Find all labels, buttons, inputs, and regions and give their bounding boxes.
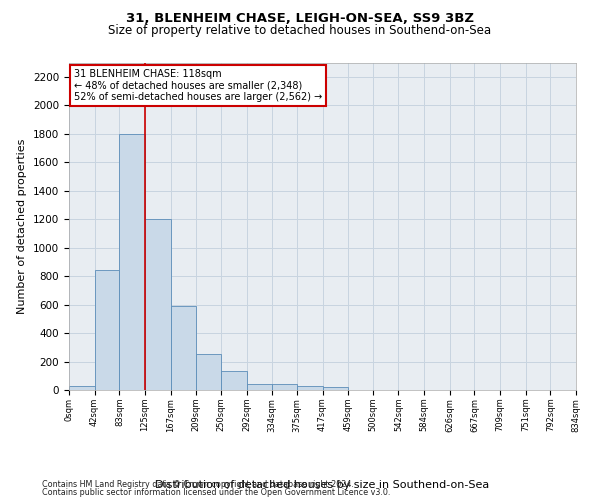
Text: 31, BLENHEIM CHASE, LEIGH-ON-SEA, SS9 3BZ: 31, BLENHEIM CHASE, LEIGH-ON-SEA, SS9 3B… bbox=[126, 12, 474, 26]
Bar bbox=[272, 384, 297, 390]
X-axis label: Distribution of detached houses by size in Southend-on-Sea: Distribution of detached houses by size … bbox=[155, 480, 490, 490]
Y-axis label: Number of detached properties: Number of detached properties bbox=[17, 138, 28, 314]
Text: Contains HM Land Registry data © Crown copyright and database right 2024.: Contains HM Land Registry data © Crown c… bbox=[42, 480, 354, 489]
Bar bbox=[196, 354, 221, 390]
Text: Contains public sector information licensed under the Open Government Licence v3: Contains public sector information licen… bbox=[42, 488, 391, 497]
Text: Size of property relative to detached houses in Southend-on-Sea: Size of property relative to detached ho… bbox=[109, 24, 491, 37]
Bar bbox=[170, 306, 196, 390]
Bar bbox=[69, 386, 95, 390]
Text: 31 BLENHEIM CHASE: 118sqm
← 48% of detached houses are smaller (2,348)
52% of se: 31 BLENHEIM CHASE: 118sqm ← 48% of detac… bbox=[74, 69, 322, 102]
Bar bbox=[145, 219, 170, 390]
Bar bbox=[95, 270, 119, 390]
Bar bbox=[221, 372, 247, 390]
Bar bbox=[119, 134, 145, 390]
Bar bbox=[297, 386, 323, 390]
Bar bbox=[323, 387, 348, 390]
Bar bbox=[247, 384, 272, 390]
